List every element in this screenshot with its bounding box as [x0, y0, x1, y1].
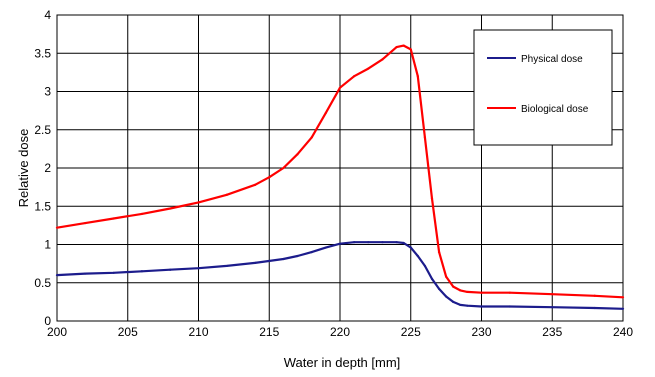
y-tick-label: 1 [44, 238, 51, 252]
x-tick-label: 230 [471, 325, 491, 339]
x-tick-label: 220 [330, 325, 350, 339]
series-line-0 [56, 241, 624, 310]
series-point [367, 241, 370, 244]
series-point [402, 241, 405, 245]
y-tick-label: 2 [44, 161, 51, 175]
legend: Physical dose Biological dose [473, 29, 613, 146]
series-point [409, 48, 412, 51]
series-point [338, 242, 342, 245]
y-ticks: 0 0.5 1 1.5 2 2.5 3 3.5 4 [34, 8, 51, 328]
x-tick-label: 200 [47, 325, 67, 339]
x-tick-label: 205 [118, 325, 138, 339]
y-tick-label: 1.5 [34, 199, 51, 213]
series-point [621, 307, 625, 310]
series-point [353, 75, 356, 78]
series-point [452, 285, 455, 288]
series-point [169, 207, 172, 210]
series-point [282, 257, 285, 261]
series-point [437, 287, 441, 290]
series-point [310, 251, 313, 254]
series-point [324, 246, 327, 249]
series-point [508, 305, 511, 308]
series-point [282, 166, 285, 170]
series-point [409, 246, 412, 249]
y-tick-label: 3 [44, 85, 51, 99]
x-axis-title: Water in depth [mm] [284, 355, 401, 370]
series-point [466, 304, 469, 307]
series-point [445, 295, 448, 298]
x-tick-label: 240 [613, 325, 633, 339]
series-point [112, 271, 115, 274]
series-point [593, 294, 596, 297]
series-point [55, 274, 59, 277]
series-point [459, 303, 462, 307]
x-tick-label: 225 [401, 325, 421, 339]
y-tick-label: 0 [44, 314, 51, 328]
series-point [423, 264, 426, 268]
series-point [55, 226, 59, 229]
series-point [197, 201, 200, 204]
series-point [480, 305, 483, 308]
series-point [254, 261, 257, 264]
series-point [324, 111, 327, 115]
series-point [402, 44, 405, 47]
legend-label-physical: Physical dose [521, 54, 583, 65]
series-point [197, 267, 200, 270]
series-point [112, 217, 115, 220]
series-point [140, 270, 143, 273]
series-lines [55, 44, 625, 310]
series-point [367, 67, 370, 70]
series-point [84, 272, 87, 275]
y-axis-title: Relative dose [16, 129, 31, 208]
plot-frame [56, 14, 624, 322]
series-point [225, 193, 228, 196]
series-point [437, 251, 441, 254]
series-point [381, 241, 384, 244]
series-point [423, 136, 426, 139]
series-point [551, 293, 554, 296]
series-point [381, 58, 384, 61]
legend-label-biological: Biological dose [521, 104, 589, 115]
y-tick-label: 0.5 [34, 276, 51, 290]
x-ticks: 200 205 210 215 220 225 230 235 240 [47, 325, 633, 339]
series-point [395, 46, 398, 49]
series-point [84, 221, 87, 225]
x-tick-label: 215 [259, 325, 279, 339]
series-point [225, 264, 228, 268]
x-tick-label: 235 [542, 325, 562, 339]
series-point [296, 153, 299, 156]
series-point [430, 197, 434, 200]
y-tick-label: 4 [44, 8, 51, 22]
series-point [310, 136, 313, 139]
series-point [480, 291, 483, 294]
series-point [416, 75, 419, 78]
series-point [430, 277, 434, 281]
series-point [459, 289, 462, 292]
x-tick-label: 210 [188, 325, 208, 339]
y-tick-label: 3.5 [34, 46, 51, 60]
series-point [445, 275, 448, 278]
legend-box [473, 29, 613, 146]
series-point [593, 306, 596, 310]
series-point [621, 296, 625, 299]
series-point [395, 241, 398, 244]
series-point [254, 183, 257, 186]
series-point [169, 268, 172, 271]
series-point [452, 300, 455, 303]
series-point [140, 212, 143, 215]
series-point [268, 176, 271, 179]
series-point [551, 306, 554, 309]
series-point [508, 291, 511, 294]
y-tick-label: 2.5 [34, 123, 51, 137]
series-point [296, 254, 299, 258]
series-point [338, 86, 342, 89]
series-point [466, 290, 469, 294]
series-point [353, 241, 356, 244]
series-point [416, 254, 419, 258]
